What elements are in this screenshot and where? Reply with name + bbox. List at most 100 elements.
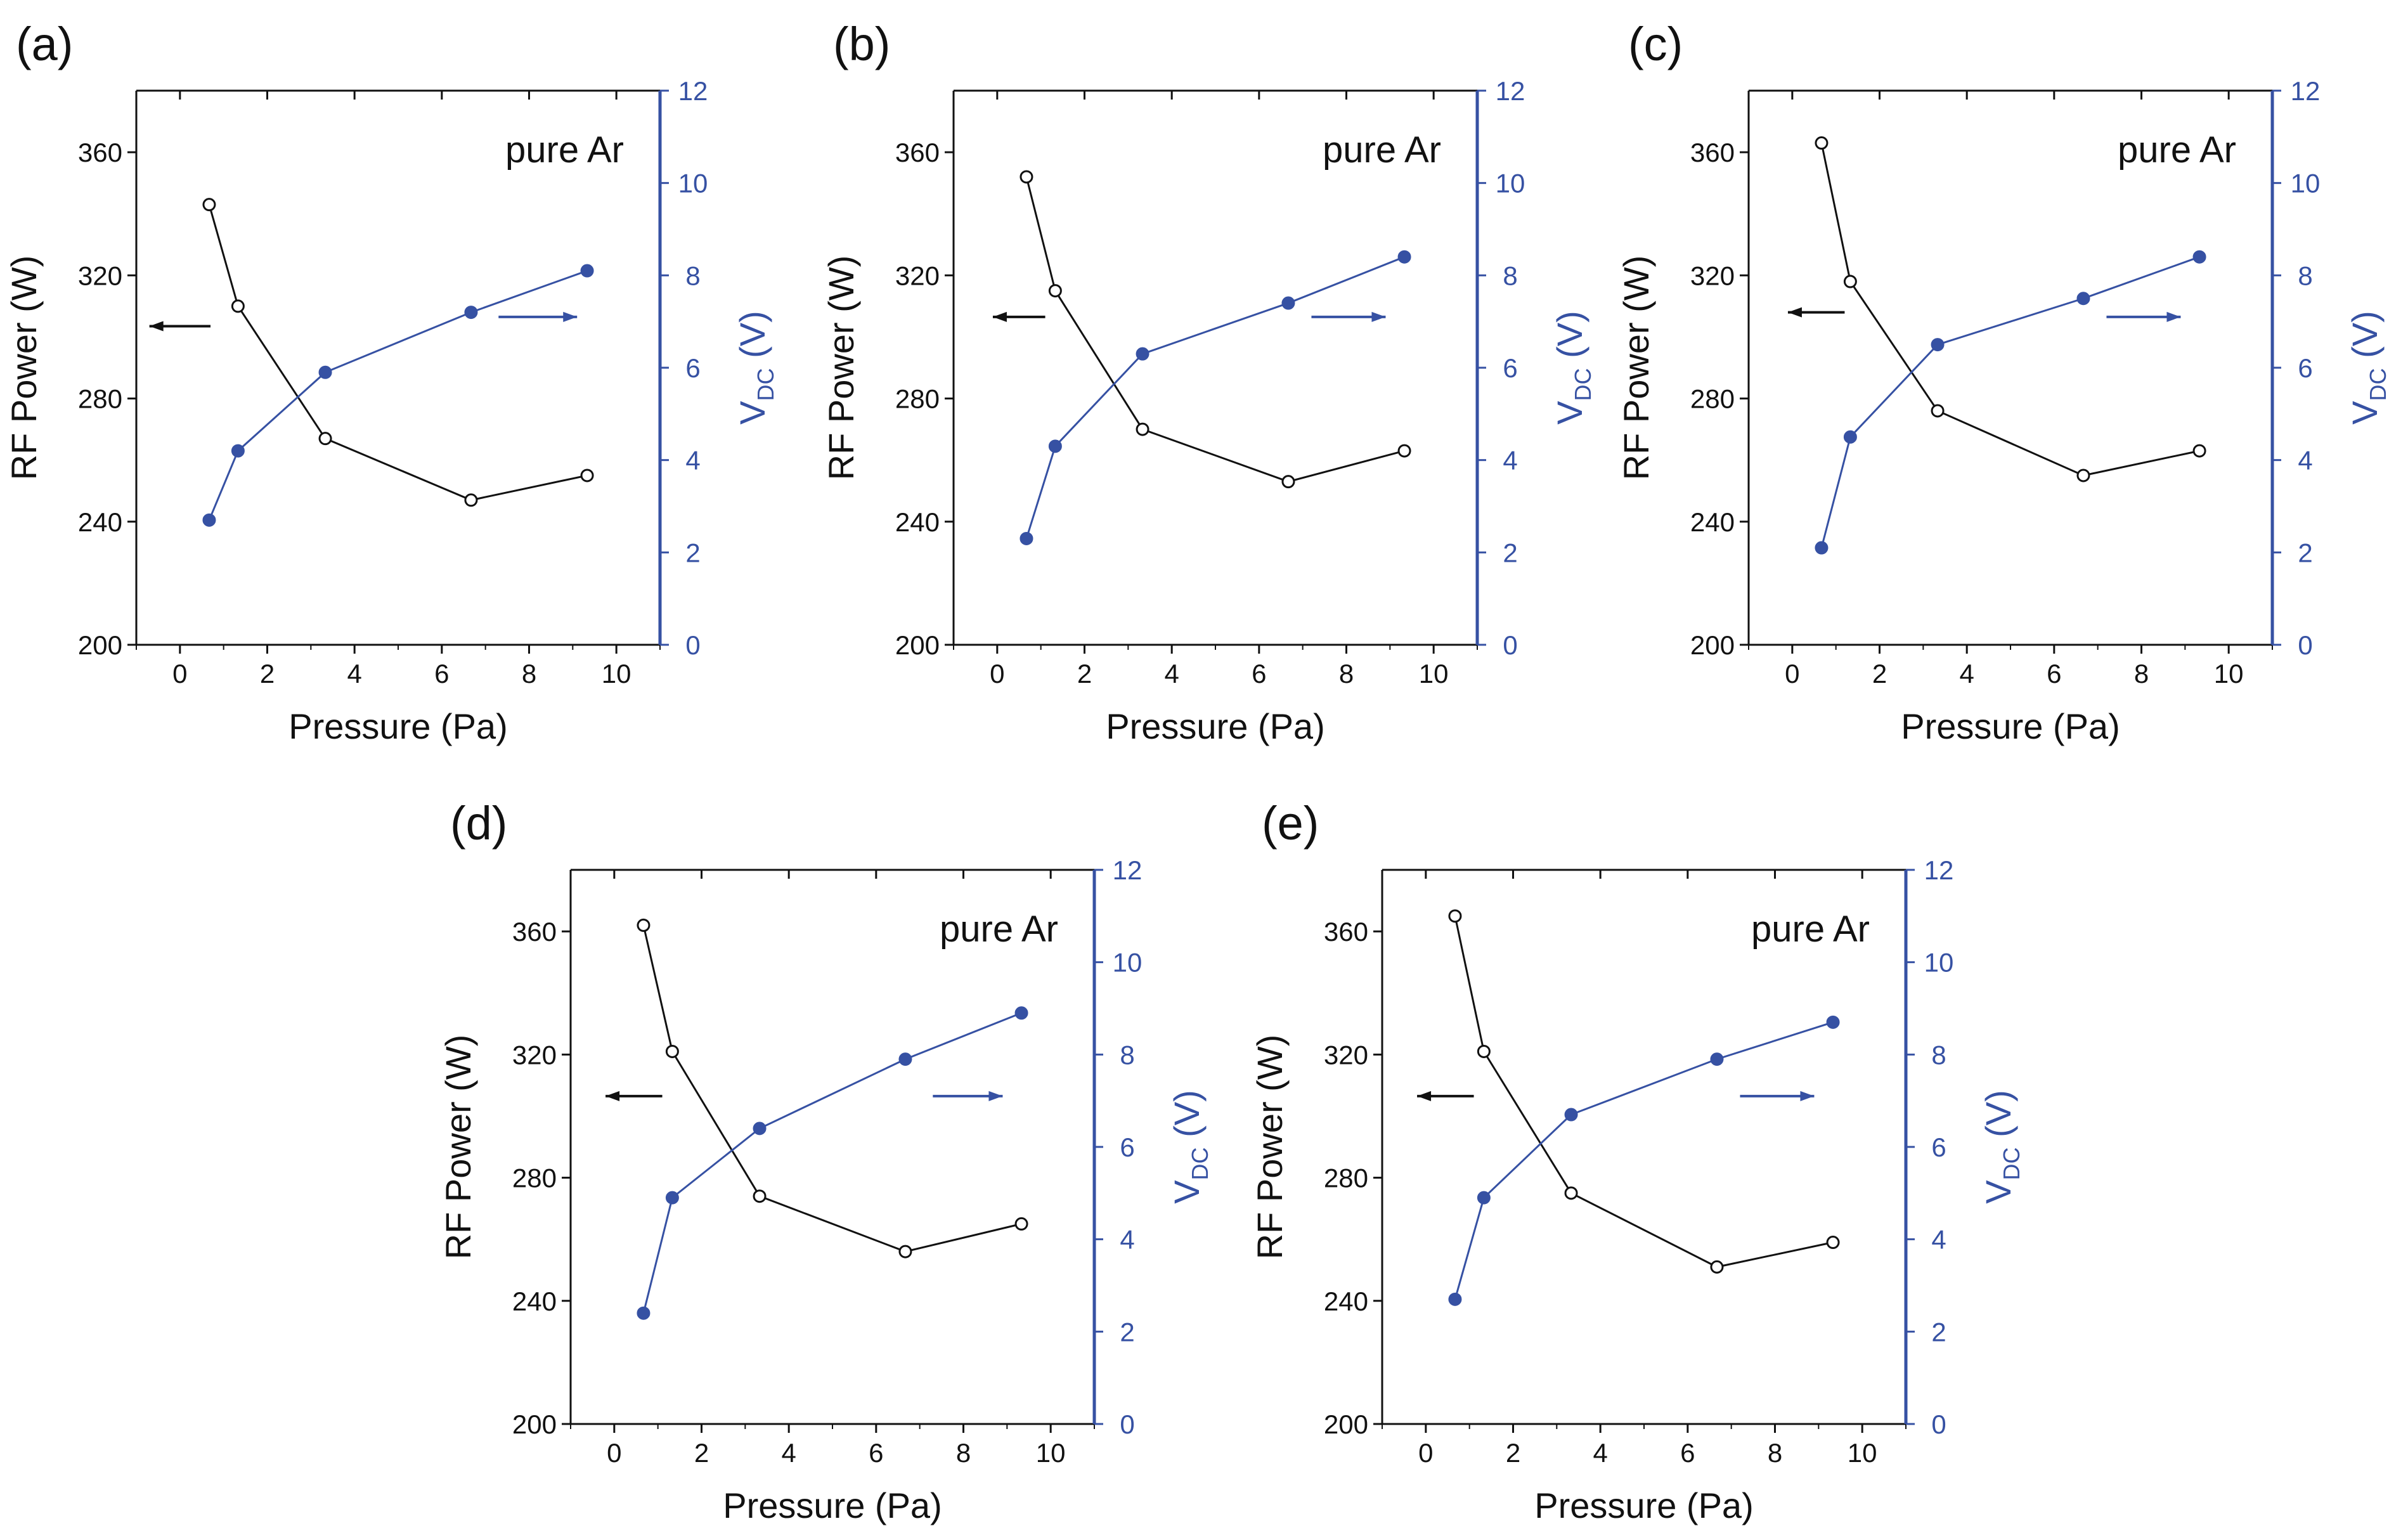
annotation-pure-ar: pure Ar: [505, 129, 624, 171]
x-tick-label: 6: [2047, 659, 2061, 689]
y-left-tick-label: 320: [78, 261, 122, 290]
panel-label: (e): [1262, 797, 1319, 850]
y-right-tick-label: 6: [1503, 353, 1517, 383]
rf-power-point: [464, 493, 478, 507]
vdc-point: [580, 264, 594, 278]
vdc-point: [1843, 430, 1857, 444]
vdc-point: [1710, 1052, 1724, 1066]
y-right-title-subscript: DC: [1187, 1147, 1213, 1180]
rf-power-point: [1136, 422, 1149, 436]
rf-power-point: [637, 918, 651, 932]
arrowhead-icon: [149, 321, 164, 332]
x-tick-label: 0: [607, 1438, 621, 1468]
y-right-tick-label: 12: [678, 76, 708, 106]
y-right-tick-label: 10: [1496, 169, 1525, 198]
rf-power-line: [1454, 916, 1834, 1268]
y-right-tick-label: 8: [685, 261, 700, 290]
y-right-tick-label: 4: [1120, 1225, 1134, 1255]
y-right-tick-label: 10: [1924, 948, 1954, 978]
x-tick-label: 4: [781, 1438, 796, 1468]
y-right-tick-label: 12: [1924, 855, 1954, 885]
y-right-title-subscript: DC: [753, 368, 779, 401]
x-tick-label: 10: [602, 659, 631, 689]
x-tick-label: 8: [522, 659, 536, 689]
arrowhead-icon: [988, 1090, 1003, 1101]
y-right-tick-label: 10: [1113, 948, 1143, 978]
vdc-point: [2192, 250, 2206, 264]
rf-power-point: [1931, 404, 1945, 418]
x-tick-label: 10: [2214, 659, 2244, 689]
rf-power-point: [1564, 1186, 1578, 1200]
arrowhead-icon: [1417, 1090, 1432, 1101]
y-left-tick-label: 320: [512, 1040, 557, 1070]
vdc-point: [665, 1191, 679, 1205]
y-right-title-unit: (V): [1978, 1090, 2018, 1147]
chart-panel: (a) 0 2 4 6 8 10 200 240 280 320 360 0 2 4 6 8 10 12 Pressu…: [4, 18, 779, 746]
y-right-title-unit: (V): [2345, 311, 2385, 368]
y-right-tick-label: 12: [2291, 76, 2321, 106]
vdc-point: [1397, 250, 1411, 264]
rf-power-point: [1048, 284, 1062, 298]
y-right-tick-label: 2: [1503, 538, 1517, 567]
rf-power-point: [1710, 1260, 1724, 1274]
y-right-tick-label: 6: [685, 353, 700, 383]
y-right-tick-label: 2: [1931, 1317, 1946, 1347]
annotation-pure-ar: pure Ar: [2118, 129, 2236, 171]
panel-label: (c): [1628, 18, 1683, 70]
x-axis-title: Pressure (Pa): [1106, 706, 1324, 746]
x-tick-label: 2: [694, 1438, 709, 1468]
y-left-tick-label: 320: [895, 261, 940, 290]
chart-panel: (e) 0 2 4 6 8 10 200 240 280 320 360 0 2 4 6 8 10 12 Pressu…: [1250, 797, 2024, 1525]
y-left-tick-label: 240: [512, 1286, 557, 1316]
x-axis-title: Pressure (Pa): [1901, 706, 2120, 746]
x-tick-label: 6: [1680, 1438, 1695, 1468]
arrowhead-icon: [1371, 311, 1386, 322]
rf-power-point: [2076, 469, 2090, 482]
x-tick-label: 2: [1506, 1438, 1520, 1468]
rf-power-point: [898, 1245, 912, 1259]
y-right-tick-label: 0: [1503, 630, 1517, 660]
x-axis-title: Pressure (Pa): [723, 1485, 942, 1525]
y-left-tick-label: 280: [1690, 384, 1735, 414]
y-right-tick-label: 0: [1120, 1409, 1134, 1439]
y-right-tick-label: 10: [2291, 169, 2321, 198]
vdc-point: [231, 444, 245, 458]
rf-power-point: [1397, 444, 1411, 458]
vdc-point: [464, 306, 478, 320]
y-right-title-main: V: [2345, 401, 2385, 425]
vdc-point: [1448, 1292, 1462, 1306]
vdc-point: [753, 1122, 767, 1136]
y-left-axis-title: RF Power (W): [821, 256, 861, 481]
y-right-tick-label: 2: [685, 538, 700, 567]
y-right-tick-label: 2: [2298, 538, 2312, 567]
x-tick-label: 8: [1768, 1438, 1782, 1468]
rf-power-point: [231, 299, 245, 313]
y-right-tick-label: 6: [1120, 1132, 1134, 1162]
x-tick-label: 4: [1959, 659, 1974, 689]
y-left-tick-label: 200: [895, 630, 940, 660]
y-right-tick-label: 6: [1931, 1132, 1946, 1162]
y-left-tick-label: 240: [78, 507, 122, 537]
chart-panel: (d) 0 2 4 6 8 10 200 240 280 320 360 0 2 4 6 8 10 12 Pressu…: [438, 797, 1213, 1525]
y-right-tick-label: 8: [1503, 261, 1517, 290]
y-right-tick-label: 8: [1120, 1040, 1134, 1070]
y-left-tick-label: 200: [1324, 1409, 1368, 1439]
arrowhead-icon: [2166, 311, 2181, 322]
y-right-title-unit: (V): [1550, 311, 1589, 368]
y-left-tick-label: 280: [512, 1163, 557, 1193]
vdc-point: [1931, 338, 1945, 352]
y-left-tick-label: 360: [78, 138, 122, 167]
chart-panel: (c) 0 2 4 6 8 10 200 240 280 320 360 0 2 4 6 8 10 12 Pressu…: [1616, 18, 2389, 746]
x-tick-label: 4: [1164, 659, 1179, 689]
rf-power-point: [1448, 909, 1462, 923]
y-left-axis-title: RF Power (W): [1616, 256, 1656, 481]
y-right-tick-label: 4: [685, 446, 700, 476]
x-tick-label: 6: [869, 1438, 883, 1468]
rf-power-point: [753, 1189, 767, 1203]
vdc-point: [1136, 347, 1149, 361]
vdc-point: [1477, 1191, 1491, 1205]
x-tick-label: 10: [1848, 1438, 1877, 1468]
annotation-pure-ar: pure Ar: [940, 909, 1058, 950]
vdc-point: [1564, 1108, 1578, 1122]
